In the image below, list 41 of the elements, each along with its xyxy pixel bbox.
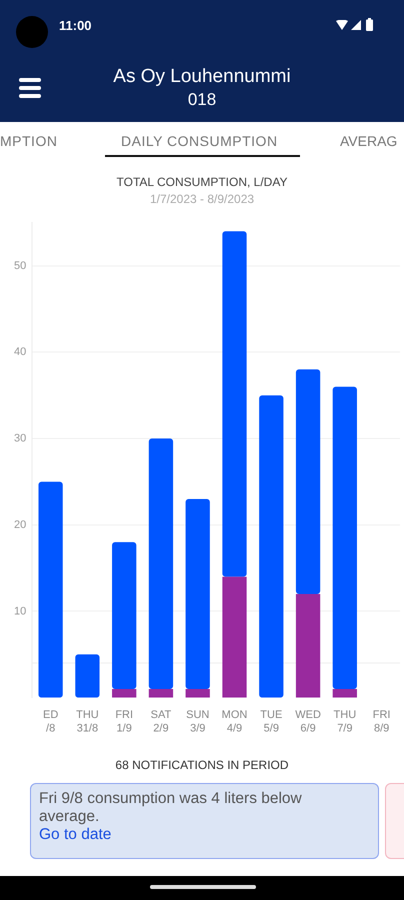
text: Fri 9/8 consumption was 4 liters below average.	[39, 790, 303, 826]
y-tick-label: 40	[14, 346, 26, 358]
x-tick-label: THU 31/8	[76, 709, 99, 734]
bar	[332, 688, 357, 698]
chart-title: TOTAL CONSUMPTION, L/DAY	[116, 175, 288, 189]
y-tick-label: 10	[14, 605, 26, 618]
bar	[112, 542, 136, 689]
bar	[222, 231, 247, 577]
bar	[259, 395, 284, 698]
bar	[222, 576, 247, 698]
bar	[112, 688, 136, 698]
bar	[186, 498, 210, 689]
x-tick-label: MON 4/9	[222, 709, 248, 734]
y-tick-label: 20	[14, 518, 26, 531]
bar	[296, 369, 320, 594]
x-tick-label: FRI 1/9	[115, 709, 134, 734]
bar	[332, 386, 357, 689]
x-tick-label: ED /8	[42, 709, 58, 734]
bar	[148, 688, 174, 698]
text: 11:00	[59, 18, 92, 33]
chart-subtitle: 1/7/2023 - 8/9/2023	[148, 192, 256, 206]
bar	[148, 438, 174, 689]
text: 018	[186, 90, 218, 110]
x-tick-label: FRI 8/9	[372, 709, 390, 734]
text: As Oy Louhennummi	[112, 66, 292, 88]
text: 68 NOTIFICATIONS IN PERIOD	[114, 758, 290, 772]
bar	[186, 688, 210, 698]
bar	[38, 482, 63, 698]
y-tick-label: 30	[14, 432, 26, 445]
y-tick-label: 50	[14, 260, 26, 272]
x-tick-label: WED 6/9	[295, 709, 321, 734]
bar	[75, 654, 100, 698]
x-tick-label: SUN 3/9	[186, 709, 210, 734]
text: AVERAG	[340, 133, 398, 149]
x-tick-label: SAT 2/9	[150, 709, 172, 734]
x-tick-label: THU 7/9	[334, 709, 356, 734]
bar	[296, 594, 320, 698]
x-tick-label: TUE 5/9	[260, 709, 282, 734]
text: MPTION	[0, 133, 58, 149]
text: DAILY CONSUMPTION	[121, 133, 278, 149]
text: Go to date	[39, 826, 112, 844]
